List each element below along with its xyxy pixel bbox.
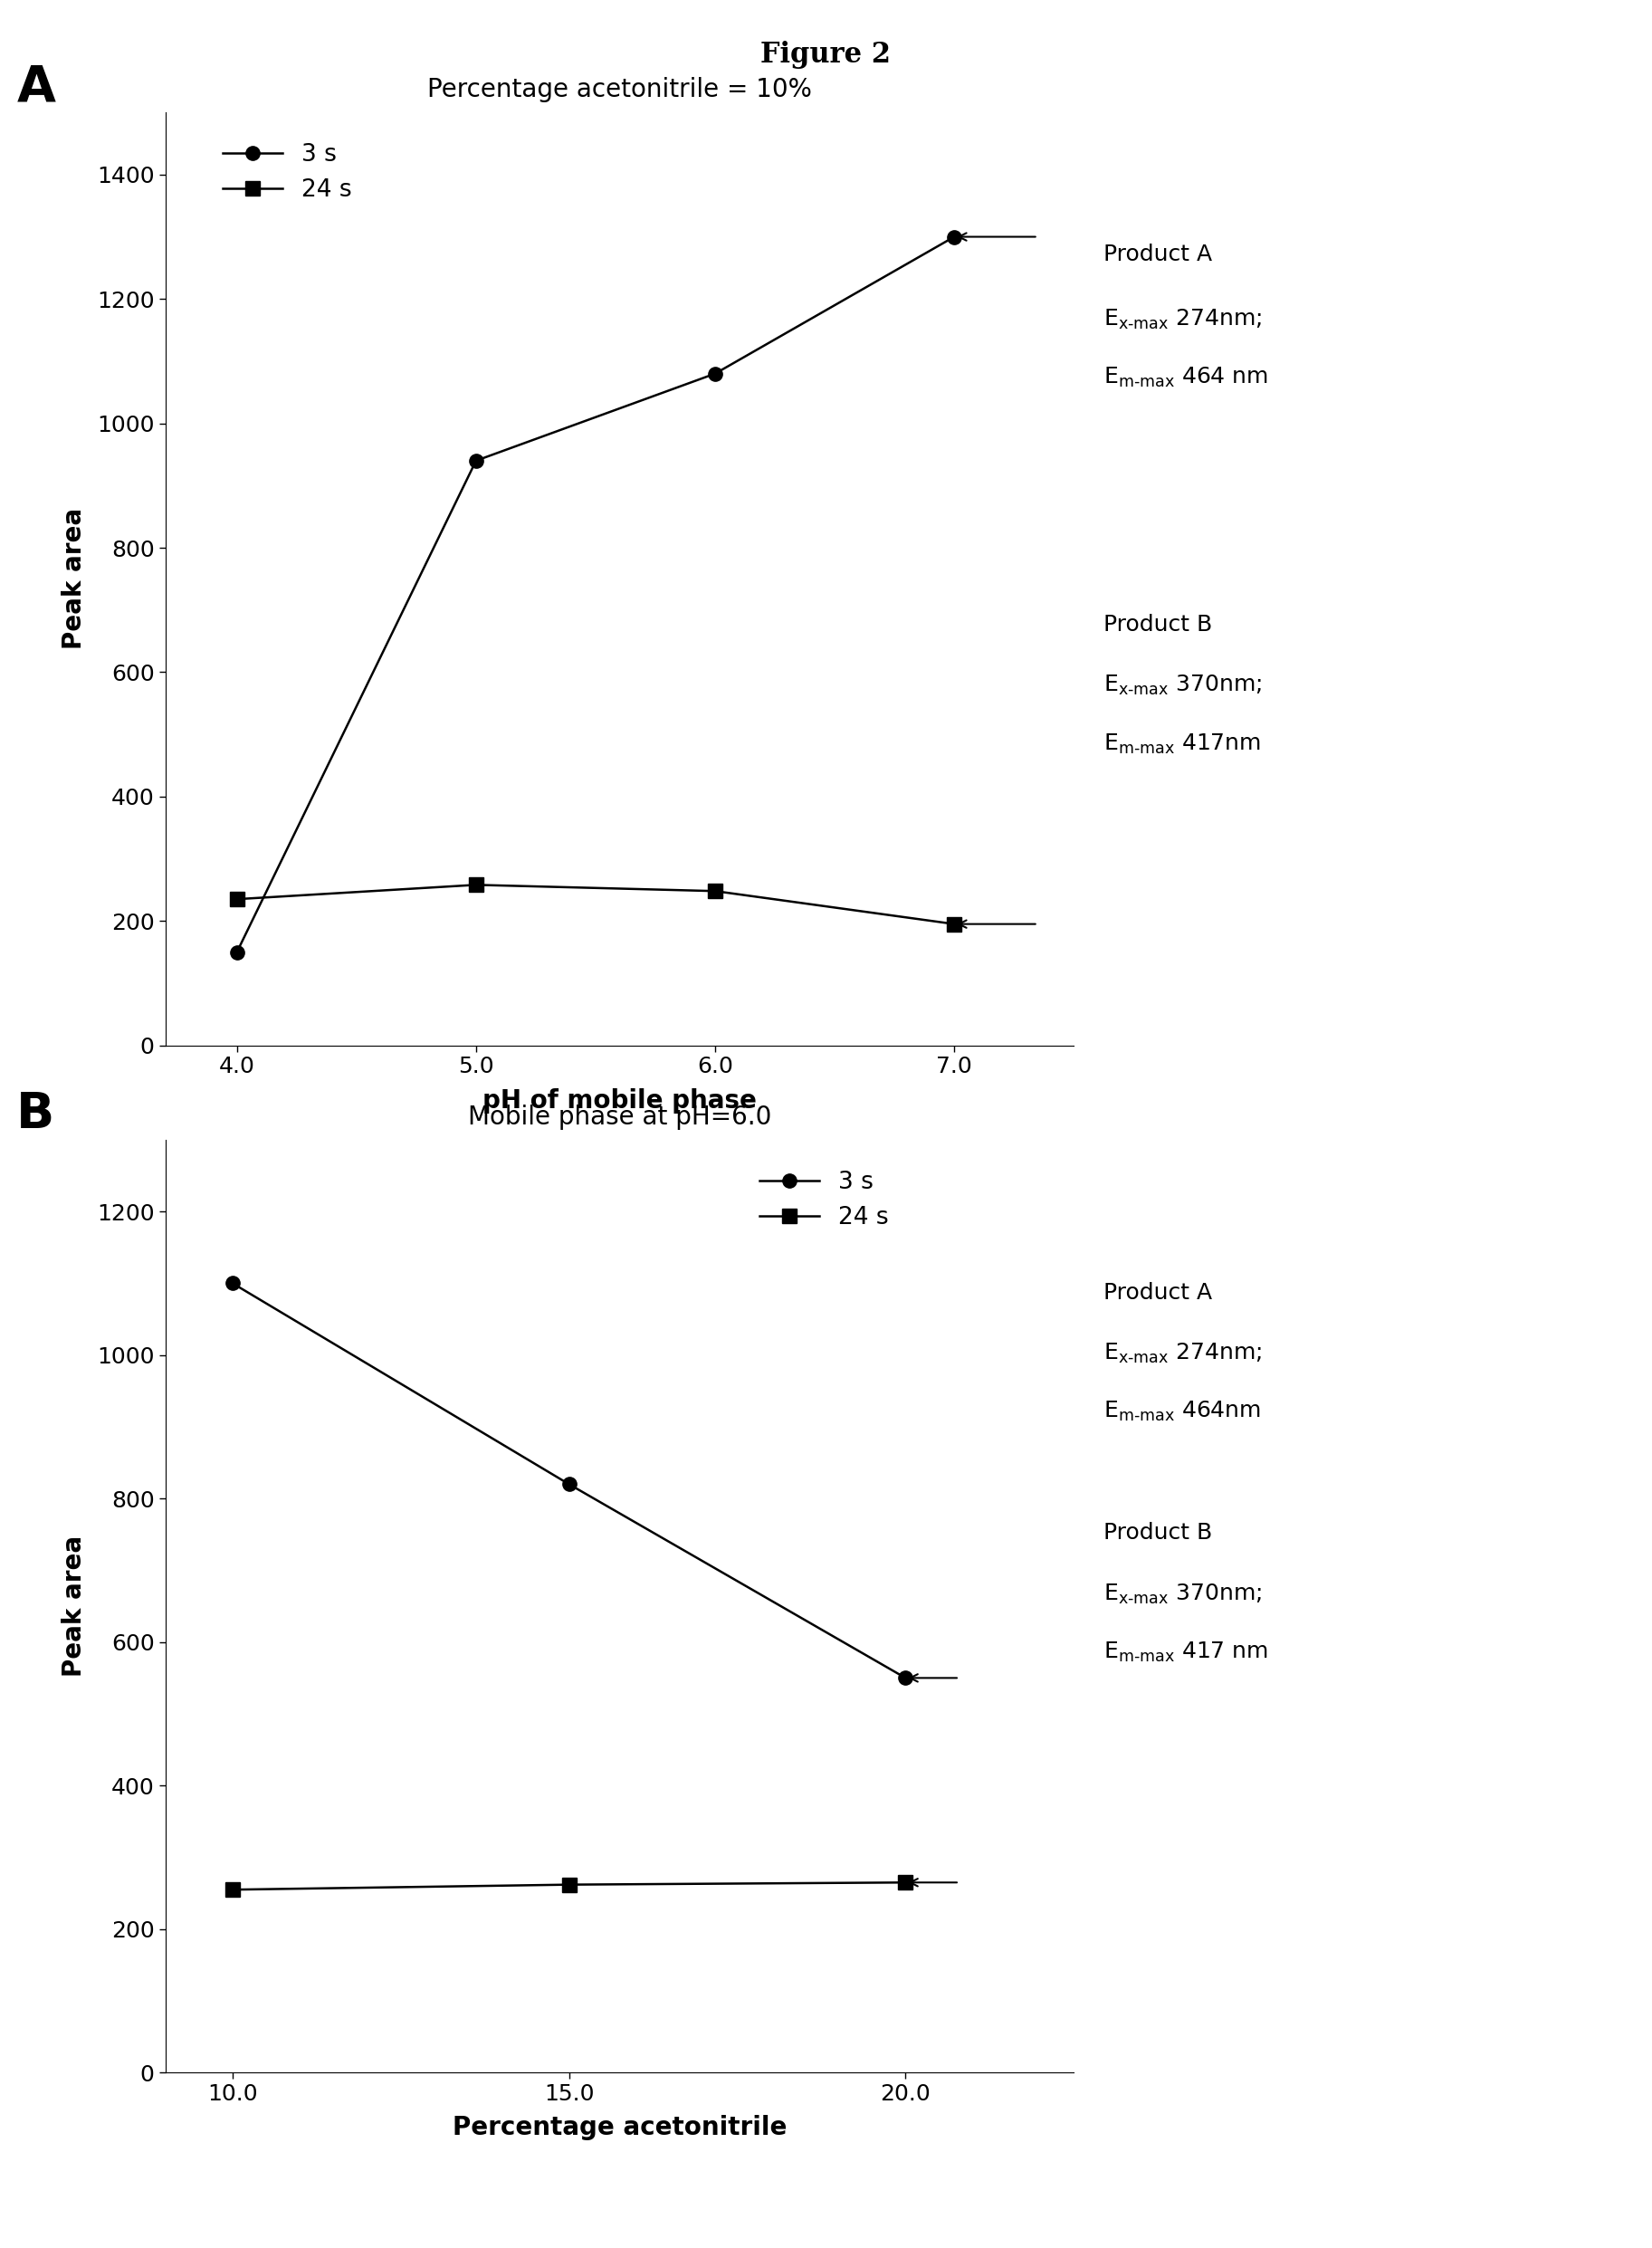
24 s bbox=[558, 1870, 578, 1897]
Y-axis label: Peak area: Peak area bbox=[61, 508, 88, 650]
3 s bbox=[226, 940, 246, 967]
3 s bbox=[223, 1270, 243, 1297]
24 s bbox=[895, 1868, 915, 1895]
24 s bbox=[223, 1877, 243, 1904]
24 s bbox=[945, 910, 965, 937]
Text: Product B: Product B bbox=[1104, 614, 1213, 636]
3 s bbox=[558, 1470, 578, 1497]
Text: $\mathrm{E_{x\text{-}max}}$ 370nm;: $\mathrm{E_{x\text{-}max}}$ 370nm; bbox=[1104, 674, 1262, 697]
Text: Figure 2: Figure 2 bbox=[762, 40, 890, 67]
Line: 3 s: 3 s bbox=[230, 229, 961, 960]
Text: A: A bbox=[17, 63, 56, 112]
3 s bbox=[895, 1664, 915, 1690]
3 s bbox=[705, 360, 725, 387]
Line: 24 s: 24 s bbox=[226, 1875, 912, 1897]
24 s bbox=[466, 872, 486, 899]
Text: $\mathrm{E_{m\text{-}max}}$ 464nm: $\mathrm{E_{m\text{-}max}}$ 464nm bbox=[1104, 1401, 1260, 1423]
Text: Product B: Product B bbox=[1104, 1522, 1213, 1544]
3 s bbox=[466, 447, 486, 474]
Text: $\mathrm{E_{x\text{-}max}}$ 274nm;: $\mathrm{E_{x\text{-}max}}$ 274nm; bbox=[1104, 308, 1262, 330]
Text: B: B bbox=[17, 1090, 55, 1140]
3 s bbox=[945, 223, 965, 250]
24 s bbox=[226, 886, 246, 913]
Text: $\mathrm{E_{m\text{-}max}}$ 417 nm: $\mathrm{E_{m\text{-}max}}$ 417 nm bbox=[1104, 1641, 1269, 1664]
Title: Mobile phase at pH=6.0: Mobile phase at pH=6.0 bbox=[468, 1104, 771, 1131]
Title: Percentage acetonitrile = 10%: Percentage acetonitrile = 10% bbox=[428, 76, 811, 103]
Text: Product A: Product A bbox=[1104, 243, 1213, 265]
Legend: 3 s, 24 s: 3 s, 24 s bbox=[750, 1160, 899, 1239]
Text: $\mathrm{E_{m\text{-}max}}$ 417nm: $\mathrm{E_{m\text{-}max}}$ 417nm bbox=[1104, 733, 1260, 755]
Line: 24 s: 24 s bbox=[230, 879, 961, 931]
Text: $\mathrm{E_{m\text{-}max}}$ 464 nm: $\mathrm{E_{m\text{-}max}}$ 464 nm bbox=[1104, 366, 1269, 389]
Text: $\mathrm{E_{x\text{-}max}}$ 370nm;: $\mathrm{E_{x\text{-}max}}$ 370nm; bbox=[1104, 1583, 1262, 1605]
Text: Product A: Product A bbox=[1104, 1281, 1213, 1304]
Legend: 3 s, 24 s: 3 s, 24 s bbox=[213, 133, 362, 211]
Y-axis label: Peak area: Peak area bbox=[61, 1535, 88, 1677]
Line: 3 s: 3 s bbox=[226, 1277, 912, 1684]
24 s bbox=[705, 877, 725, 904]
Text: $\mathrm{E_{x\text{-}max}}$ 274nm;: $\mathrm{E_{x\text{-}max}}$ 274nm; bbox=[1104, 1342, 1262, 1365]
X-axis label: pH of mobile phase: pH of mobile phase bbox=[482, 1088, 757, 1113]
X-axis label: Percentage acetonitrile: Percentage acetonitrile bbox=[453, 2115, 786, 2140]
